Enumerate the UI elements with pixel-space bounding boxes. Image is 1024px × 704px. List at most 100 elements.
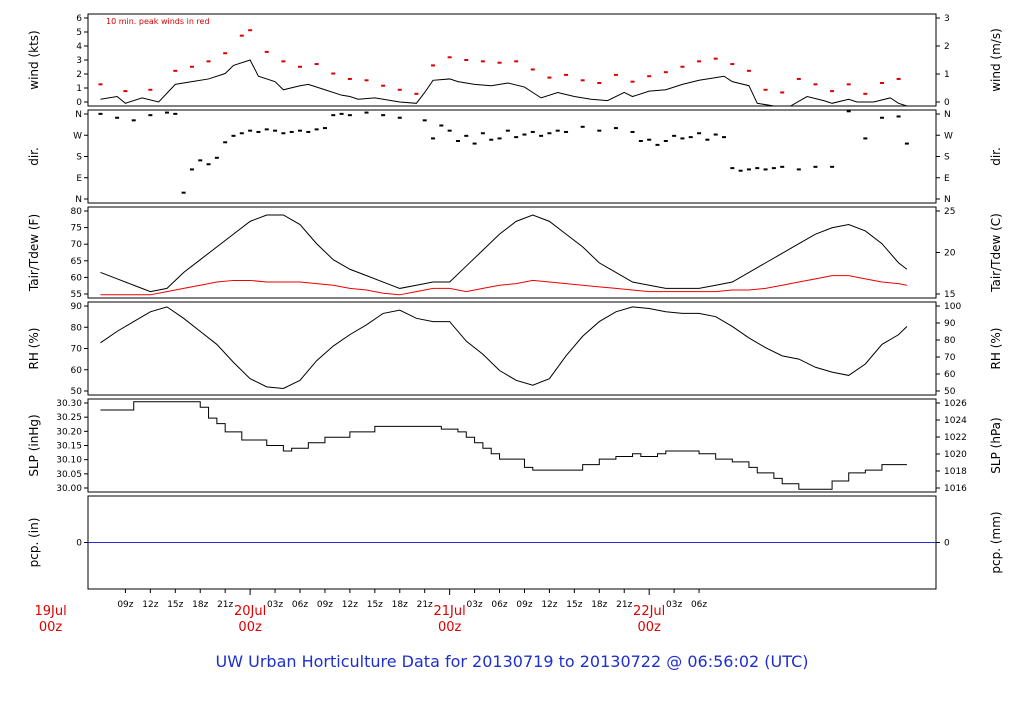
wind-point	[514, 60, 519, 63]
rh-ylabel-right: RH (%)	[989, 328, 1003, 370]
wind-point	[697, 60, 702, 63]
dir-point	[223, 141, 228, 144]
chart-title: UW Urban Horticulture Data for 20130719 …	[216, 652, 809, 671]
dir-ylabel: dir.	[27, 147, 41, 166]
rh-ytick-label: 80	[71, 323, 83, 333]
rh-ytick-right-label: 60	[944, 370, 956, 380]
x-tick-label: 06z	[691, 600, 707, 610]
dir-point	[189, 168, 194, 171]
wind-point	[896, 77, 901, 80]
dir-point	[173, 112, 178, 115]
slp-ytick-right-label: 1026	[944, 399, 967, 409]
wind-point	[863, 92, 868, 95]
wind-ytick-label: 4	[76, 42, 82, 52]
x-tick-label: 03z	[267, 600, 283, 610]
dir-series-0	[98, 110, 909, 194]
slp-ytick-right-label: 1016	[944, 484, 967, 494]
wind-point	[647, 75, 652, 78]
x-tick-label: 15z	[566, 600, 582, 610]
dir-point	[431, 137, 436, 140]
slp-ytick-right-label: 1022	[944, 433, 967, 443]
temp-ytick-label: 75	[71, 224, 82, 234]
temp-panel: 55 60 65 70 75 80 15 20 25 Tair/Tdew (F) Tair/Tdew…	[27, 206, 1003, 300]
slp-ytick-label: 30.30	[56, 399, 82, 409]
x-tick-label: 09z	[516, 600, 532, 610]
wind-ytick-label: 6	[76, 14, 82, 24]
wind-line	[100, 59, 908, 107]
date-label-day: 22Jul	[633, 604, 665, 619]
wind-point	[347, 77, 352, 80]
dir-point	[489, 138, 494, 141]
dir-point	[680, 137, 685, 140]
temp-ytick-label: 65	[71, 257, 82, 267]
dir-point	[256, 130, 261, 133]
x-tick-label: 12z	[541, 600, 557, 610]
dir-frame	[87, 109, 937, 204]
wind-point	[680, 65, 685, 68]
dir-ytick-label: S	[76, 153, 82, 163]
x-tick-label: 09z	[117, 600, 133, 610]
dir-point	[813, 165, 818, 168]
dir-ytick-right-label: N	[944, 110, 951, 120]
wind-ytick-label: 1	[76, 84, 82, 94]
x-tick-label: 21z	[217, 600, 233, 610]
wind-series-0	[100, 59, 908, 107]
dir-point	[464, 134, 469, 137]
wind-point	[713, 57, 718, 60]
dir-point	[672, 134, 677, 137]
wind-series-1	[98, 29, 901, 95]
wind-point	[298, 65, 302, 68]
slp-ytick-right-label: 1024	[944, 416, 967, 426]
wind-point	[597, 82, 602, 84]
dir-point	[339, 112, 344, 115]
dir-point	[472, 142, 477, 145]
date-label-hour: 00z	[39, 620, 63, 635]
dir-point	[655, 143, 660, 146]
wind-ytick-label: 5	[76, 28, 82, 38]
rh-ylabel: RH (%)	[27, 328, 41, 370]
dir-point	[248, 129, 253, 132]
dir-ytick-label: W	[73, 131, 82, 141]
dir-point	[306, 130, 311, 133]
dir-point	[555, 129, 560, 132]
wind-point	[98, 83, 103, 86]
x-tick-label: 15z	[367, 600, 383, 610]
wind-point	[796, 77, 801, 80]
wind-point	[123, 90, 128, 93]
dir-point	[713, 133, 718, 136]
slp-series-0	[100, 401, 907, 490]
wind-point	[189, 65, 194, 68]
dir-point	[647, 138, 652, 141]
dir-point	[322, 127, 327, 130]
dir-point	[497, 137, 502, 140]
slp-ylabel-right: SLP (hPa)	[989, 417, 1003, 473]
wind-point	[264, 50, 269, 53]
dir-point	[746, 168, 751, 171]
wind-ytick-right-label: 2	[944, 42, 950, 52]
dir-point	[771, 167, 776, 170]
dir-point	[298, 129, 302, 132]
temp-ytick-label: 70	[71, 240, 83, 250]
wind-point	[331, 72, 336, 75]
dir-point	[638, 140, 643, 142]
date-label-hour: 00z	[438, 620, 462, 635]
temp-line	[100, 214, 908, 293]
dir-point	[763, 168, 768, 171]
dir-point	[722, 136, 726, 139]
dir-point	[181, 191, 186, 194]
dir-point	[347, 114, 352, 117]
temp-line	[100, 275, 907, 296]
slp-panel: 30.00 30.05 30.10 30.15 30.20 30.25 30.30 1016 1…	[27, 398, 1003, 494]
dir-point	[505, 129, 510, 132]
dir-point	[281, 132, 286, 135]
wind-point	[763, 88, 768, 91]
dir-point	[896, 115, 901, 118]
wind-point	[580, 79, 585, 82]
wind-point	[780, 91, 785, 94]
dir-point	[522, 133, 527, 136]
rh-ytick-right-label: 50	[944, 387, 956, 397]
wind-point	[281, 60, 286, 63]
temp-ytick-label: 80	[71, 207, 83, 217]
x-tick-label: 03z	[466, 600, 482, 610]
